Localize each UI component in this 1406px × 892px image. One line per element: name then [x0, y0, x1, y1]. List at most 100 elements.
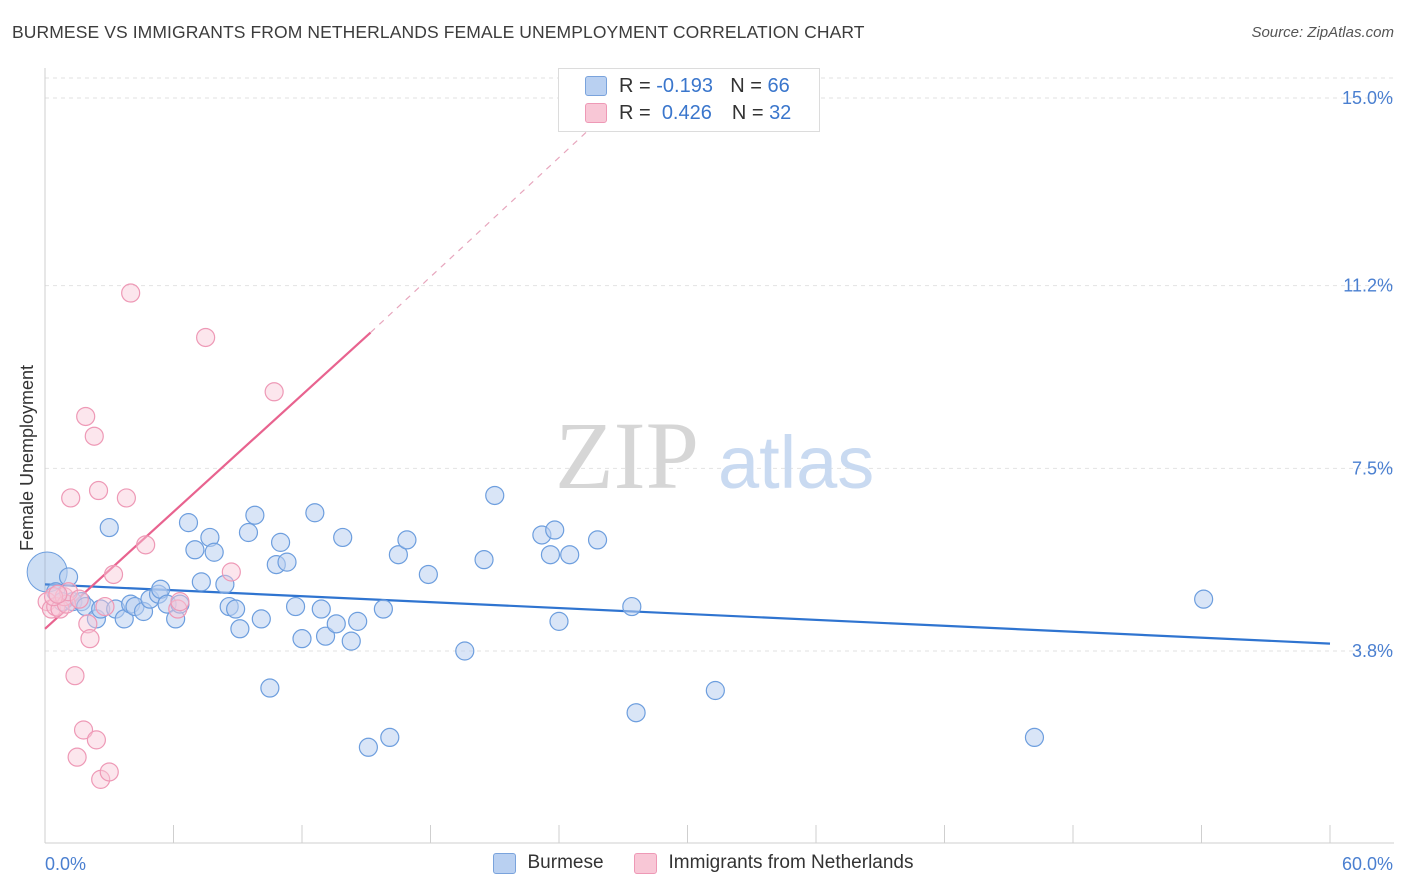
legend-n-label: N =	[731, 101, 764, 124]
burmese-point	[397, 530, 417, 550]
burmese-point	[705, 680, 725, 701]
netherlands-point	[65, 666, 85, 686]
burmese-point	[1024, 727, 1045, 748]
series-label-burmese: Burmese	[527, 852, 604, 873]
netherlands-point	[80, 629, 100, 649]
burmese-point	[587, 530, 608, 550]
burmese-point	[315, 626, 336, 646]
legend-n-burmese: 66	[767, 74, 790, 97]
netherlands-point	[170, 592, 190, 612]
netherlands-point	[88, 480, 109, 501]
source-label: Source: ZipAtlas.com	[1251, 24, 1394, 41]
netherlands-point	[221, 562, 241, 582]
burmese-point	[358, 737, 378, 757]
burmese-point	[333, 527, 353, 548]
netherlands-point	[116, 488, 136, 508]
burmese-point	[626, 703, 646, 723]
burmese-point	[204, 542, 224, 562]
watermark-atlas: atlas	[718, 421, 874, 504]
burmese-point	[305, 503, 325, 523]
burmese-point	[277, 552, 297, 572]
legend-row-burmese: R = -0.193 N = 66	[585, 74, 790, 98]
burmese-point	[230, 619, 250, 639]
burmese-point	[549, 611, 569, 631]
y-tick-label: 3.8%	[1352, 641, 1393, 661]
burmese-point	[311, 599, 331, 619]
netherlands-trend-extension	[370, 117, 603, 333]
legend-r-label: R =	[619, 101, 651, 124]
chart-title: BURMESE VS IMMIGRANTS FROM NETHERLANDS F…	[12, 22, 865, 42]
burmese-point	[348, 611, 368, 631]
netherlands-point	[99, 762, 119, 782]
netherlands-point	[103, 564, 124, 585]
burmese-point	[485, 485, 505, 506]
netherlands-point	[196, 327, 216, 348]
watermark: ZIP atlas	[555, 402, 874, 509]
legend-r-burmese: -0.193	[656, 74, 713, 97]
burmese-point	[260, 678, 280, 698]
burmese-point	[341, 631, 361, 651]
burmese-point	[99, 517, 119, 538]
netherlands-point	[136, 535, 156, 555]
legend-swatch-burmese	[585, 76, 607, 96]
legend-n-label: N =	[730, 74, 762, 97]
netherlands-point	[69, 589, 89, 609]
axis-labels: 3.8% 7.5% 11.2% 15.0% 0.0% 60.0% Female Unempl…	[17, 88, 1393, 874]
data-points	[26, 283, 1214, 789]
series-label-netherlands: Immigrants from Netherlands	[668, 852, 914, 873]
burmese-point	[251, 609, 271, 629]
burmese-point	[540, 545, 561, 565]
series-legend-netherlands[interactable]: Immigrants from Netherlands	[633, 852, 914, 874]
netherlands-point	[78, 614, 98, 634]
netherlands-point	[84, 426, 104, 446]
burmese-point	[388, 545, 408, 565]
burmese-point	[185, 540, 205, 560]
burmese-point	[418, 564, 438, 585]
netherlands-point	[50, 599, 70, 619]
series-swatch-netherlands	[633, 852, 657, 874]
burmese-point	[326, 614, 346, 634]
burmese-point	[215, 574, 235, 594]
netherlands-point	[67, 747, 87, 767]
netherlands-point	[95, 596, 115, 617]
trend-lines	[44, 117, 1331, 645]
legend-row-netherlands: R = 0.426 N = 32	[585, 101, 791, 125]
burmese-point	[245, 505, 265, 525]
burmese-point	[191, 572, 211, 592]
legend-r-label: R =	[619, 74, 651, 97]
burmese-point	[474, 550, 494, 570]
axes	[44, 68, 1394, 844]
netherlands-point	[264, 382, 284, 402]
burmese-point	[270, 532, 291, 552]
legend-n-netherlands: 32	[769, 101, 792, 124]
burmese-point	[285, 596, 306, 617]
netherlands-point	[73, 720, 94, 740]
netherlands-point	[48, 584, 68, 604]
series-legend: Burmese Immigrants from Netherlands	[0, 852, 1406, 874]
x-tick-label-end: 60.0%	[1342, 854, 1393, 874]
burmese-trend-line	[44, 583, 1331, 645]
netherlands-point	[121, 283, 141, 303]
burmese-point	[545, 520, 565, 540]
watermark-zip: ZIP	[555, 402, 699, 509]
burmese-point	[58, 567, 79, 587]
grid-lines	[45, 77, 1394, 652]
y-tick-label: 15.0%	[1342, 88, 1393, 108]
netherlands-point	[86, 730, 107, 750]
burmese-point	[178, 513, 199, 533]
burmese-point	[560, 545, 580, 565]
y-axis-title: Female Unemployment	[17, 365, 37, 551]
netherlands-point	[61, 488, 81, 508]
legend-swatch-netherlands	[585, 103, 607, 123]
burmese-point	[292, 629, 312, 649]
series-legend-burmese[interactable]: Burmese	[492, 852, 604, 874]
burmese-point	[1194, 589, 1214, 609]
burmese-point	[373, 599, 393, 619]
burmese-point	[380, 727, 400, 748]
burmese-point	[238, 522, 259, 543]
y-tick-label: 11.2%	[1343, 276, 1393, 296]
y-tick-label: 7.5%	[1352, 458, 1393, 478]
legend-r-netherlands: 0.426	[661, 101, 712, 124]
netherlands-point	[168, 599, 188, 619]
